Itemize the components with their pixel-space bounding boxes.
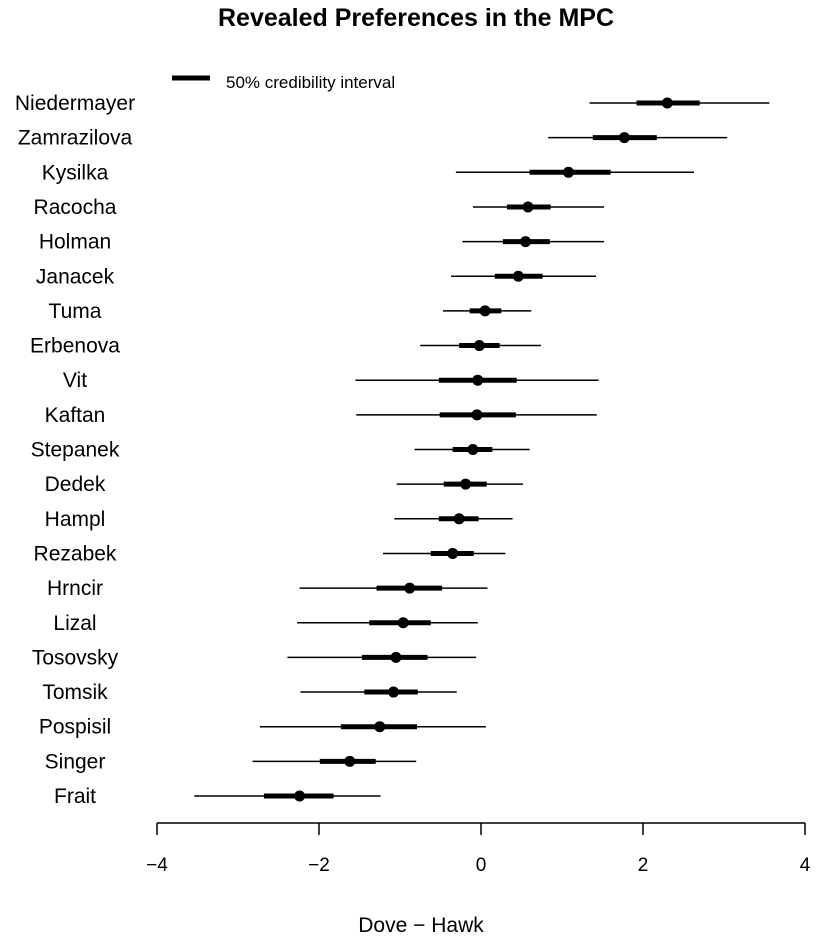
- member-label: Tomsik: [42, 681, 108, 704]
- mean-point: [390, 651, 402, 663]
- member-label: Singer: [45, 750, 106, 773]
- member-row: Zamrazilova: [18, 127, 728, 150]
- mean-point: [388, 686, 400, 698]
- member-row: Frait: [54, 785, 381, 808]
- mean-point: [562, 166, 574, 178]
- legend-label: 50% credibility interval: [226, 73, 395, 92]
- member-label: Tosovsky: [32, 646, 119, 669]
- member-label: Rezabek: [34, 542, 117, 565]
- member-rows: Niedermayer Zamrazilova Kysilka Racocha Holm…: [15, 92, 770, 808]
- mean-point: [520, 236, 532, 248]
- mean-point: [453, 513, 465, 525]
- member-row: Hrncir: [47, 577, 488, 600]
- mean-point: [471, 409, 483, 421]
- member-label: Holman: [39, 231, 111, 254]
- x-tick-label: 0: [476, 855, 487, 876]
- mean-point: [473, 340, 485, 352]
- mean-point: [294, 790, 306, 802]
- member-row: Dedek: [45, 473, 524, 496]
- member-label: Hrncir: [47, 577, 103, 600]
- member-label: Janacek: [36, 265, 115, 288]
- member-row: Pospisil: [39, 716, 486, 739]
- mean-point: [522, 201, 534, 213]
- member-label: Frait: [54, 785, 96, 808]
- x-tick-label: −2: [308, 855, 330, 876]
- mean-point: [460, 478, 472, 490]
- member-label: Kysilka: [42, 161, 109, 184]
- member-label: Vit: [63, 369, 87, 392]
- mean-point: [404, 582, 416, 594]
- mean-point: [512, 270, 524, 282]
- member-row: Rezabek: [34, 542, 506, 565]
- member-label: Lizal: [53, 612, 96, 635]
- member-label: Tuma: [49, 300, 102, 323]
- member-row: Hampl: [45, 508, 513, 531]
- mean-point: [344, 755, 356, 767]
- member-row: Vit: [63, 369, 599, 392]
- legend: 50% credibility interval: [172, 73, 395, 92]
- member-row: Stepanek: [31, 439, 530, 462]
- mean-point: [618, 132, 630, 144]
- member-label: Dedek: [45, 473, 106, 496]
- member-row: Singer: [45, 750, 417, 773]
- x-tick-label: 4: [800, 855, 811, 876]
- mean-point: [479, 305, 491, 317]
- member-row: Holman: [39, 231, 605, 254]
- member-row: Kysilka: [42, 161, 695, 184]
- chart-title: Revealed Preferences in the MPC: [218, 4, 614, 32]
- member-label: Stepanek: [31, 439, 120, 462]
- member-row: Erbenova: [30, 335, 541, 358]
- member-label: Niedermayer: [15, 92, 135, 115]
- member-label: Erbenova: [30, 335, 120, 358]
- x-axis-label: Dove − Hawk: [358, 914, 484, 937]
- member-label: Racocha: [34, 196, 117, 219]
- member-row: Lizal: [53, 612, 478, 635]
- member-row: Kaftan: [45, 404, 597, 427]
- member-label: Kaftan: [45, 404, 106, 427]
- member-row: Janacek: [36, 265, 597, 288]
- member-row: Racocha: [34, 196, 605, 219]
- mean-point: [374, 721, 386, 733]
- member-label: Pospisil: [39, 716, 111, 739]
- mean-point: [447, 547, 459, 559]
- member-label: Zamrazilova: [18, 127, 133, 150]
- mean-point: [661, 97, 673, 109]
- member-row: Tosovsky: [32, 646, 477, 669]
- x-tick-label: 2: [638, 855, 649, 876]
- mean-point: [472, 374, 484, 386]
- member-row: Niedermayer: [15, 92, 770, 115]
- member-row: Tomsik: [42, 681, 457, 704]
- mean-point: [467, 444, 479, 455]
- member-row: Tuma: [49, 300, 532, 323]
- member-label: Hampl: [45, 508, 106, 531]
- mean-point: [397, 617, 409, 629]
- x-tick-label: −4: [146, 855, 168, 876]
- x-axis: −4 −2 0 2 4: [146, 822, 811, 876]
